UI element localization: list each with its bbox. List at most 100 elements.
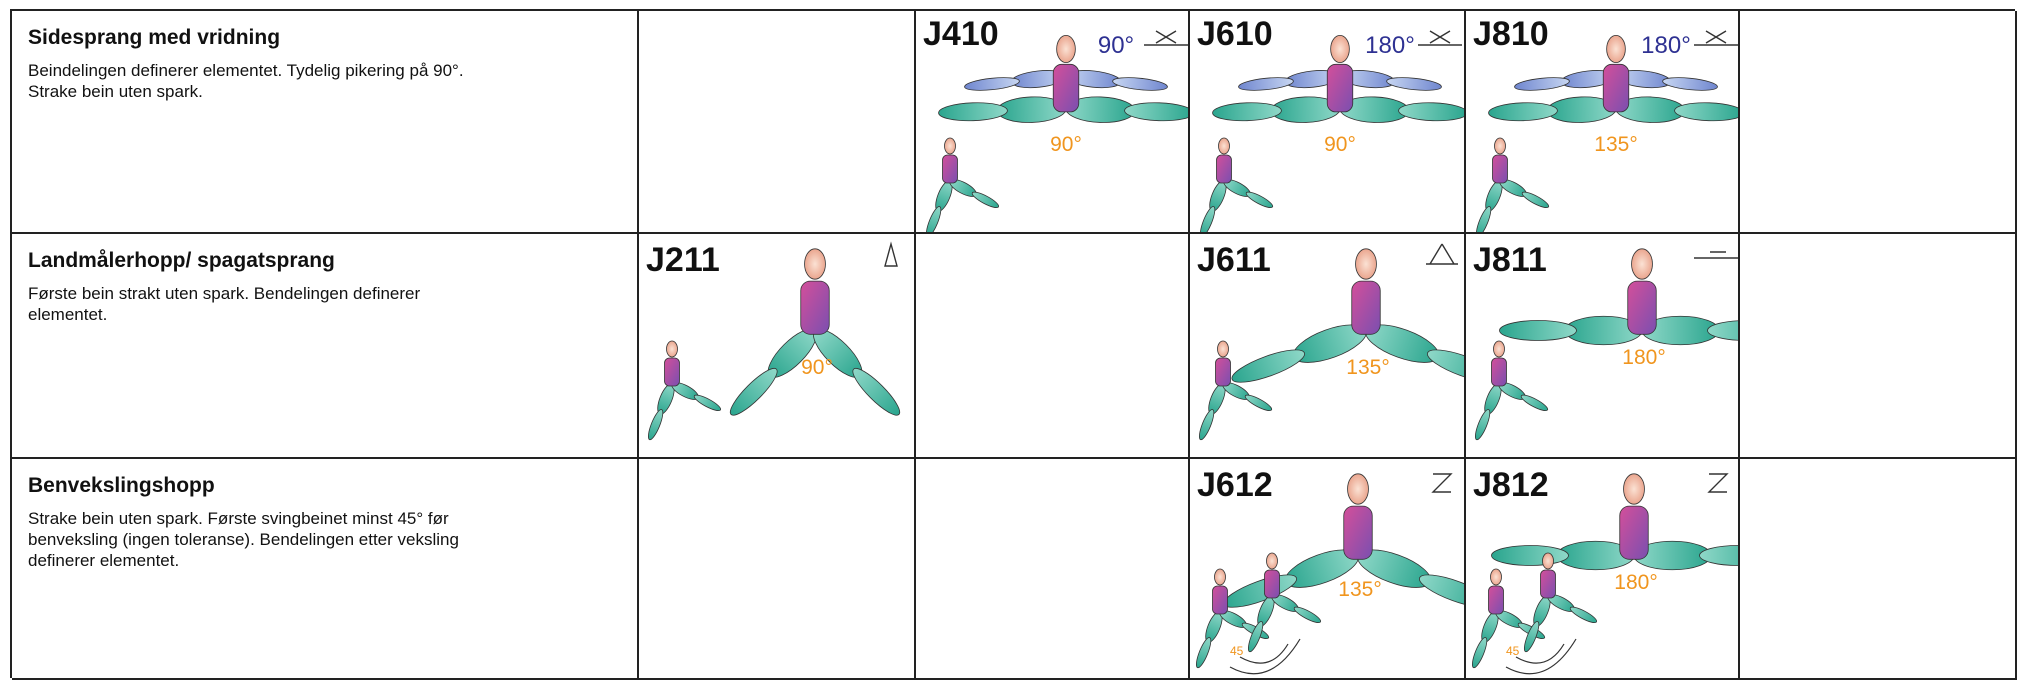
shape xyxy=(1619,505,1649,560)
split-angle: 90° xyxy=(1050,133,1082,156)
shape xyxy=(1606,34,1626,64)
shape xyxy=(800,280,830,335)
shape xyxy=(1493,340,1505,358)
shape xyxy=(693,394,722,412)
split-angle: 90° xyxy=(801,356,833,379)
shape xyxy=(1491,357,1507,387)
shape xyxy=(1231,349,1305,383)
description-cell: Sidesprang med vridning Beindelingen defi… xyxy=(12,11,639,234)
shape xyxy=(1514,77,1570,91)
description-line: Første bein strakt uten spark. Bendeling… xyxy=(28,284,421,303)
shape xyxy=(1216,154,1232,184)
shape xyxy=(1427,349,1464,383)
description-line: Strake bein uten spark. Første svingbein… xyxy=(28,509,449,528)
swing-arrow xyxy=(1515,643,1565,664)
shape xyxy=(1674,102,1738,122)
split-angle: 135° xyxy=(1594,133,1637,156)
shape xyxy=(1398,102,1464,122)
swing-angle: 45 xyxy=(1230,644,1244,658)
shape xyxy=(1212,102,1282,122)
shape xyxy=(1475,206,1492,232)
split-angle: 135° xyxy=(1346,356,1389,379)
symbol xyxy=(1694,251,1738,259)
shape xyxy=(964,77,1020,91)
shape xyxy=(1343,505,1373,560)
shape xyxy=(942,154,958,184)
shape xyxy=(1217,340,1229,358)
element-cell: 135° J611 xyxy=(1190,234,1466,459)
element-cell xyxy=(916,234,1190,459)
shape xyxy=(1699,545,1738,566)
shape xyxy=(1627,280,1657,335)
element-cell: 90° J211 xyxy=(639,234,916,459)
shape xyxy=(1490,568,1502,586)
shape xyxy=(1474,409,1491,441)
element-table: Sidesprang med vridning Beindelingen defi… xyxy=(10,9,2017,680)
shape xyxy=(1351,280,1381,335)
element-cell: 90° 180° J610 xyxy=(1190,11,1466,234)
symbol xyxy=(884,241,898,267)
element-figure: 90° J211 xyxy=(646,241,901,441)
shape xyxy=(1419,574,1464,608)
element-figure: 90° 180° J610 xyxy=(1197,15,1464,232)
split-angle: 90° xyxy=(1324,133,1356,156)
shape xyxy=(1386,77,1442,91)
shape xyxy=(1491,545,1569,566)
element-code: J812 xyxy=(1473,466,1549,504)
turn-angle: 180° xyxy=(1365,32,1415,59)
shape xyxy=(1199,206,1216,232)
symbol xyxy=(1694,30,1738,46)
element-figure: 180° J811 xyxy=(1473,241,1738,441)
shape xyxy=(729,367,778,416)
shape xyxy=(1494,137,1506,155)
shape xyxy=(804,248,826,280)
shape xyxy=(647,409,664,441)
symbol xyxy=(1707,473,1729,493)
shape xyxy=(1266,552,1278,570)
shape xyxy=(925,206,942,232)
element-cell: 180° J811 xyxy=(1466,234,1740,459)
shape xyxy=(1355,248,1377,280)
element-cell xyxy=(1740,234,2017,459)
shape xyxy=(1499,320,1577,341)
shape xyxy=(1245,191,1274,209)
swing-arrow xyxy=(1239,643,1289,664)
shape xyxy=(1623,473,1645,505)
symbol xyxy=(1431,473,1453,493)
split-angle: 135° xyxy=(1338,578,1381,601)
description-line: definerer elementet. xyxy=(28,551,180,570)
shape xyxy=(1247,621,1264,653)
shape xyxy=(1214,568,1226,586)
element-figure: 90° 90° J410 xyxy=(923,15,1188,232)
element-figure: 135° 45 J612 xyxy=(1195,466,1464,675)
shape xyxy=(1195,637,1212,669)
shape xyxy=(1521,191,1550,209)
swing-angle: 45 xyxy=(1506,644,1520,658)
element-code: J611 xyxy=(1197,241,1271,279)
shape xyxy=(1052,63,1080,113)
shape xyxy=(1631,248,1653,280)
element-code: J810 xyxy=(1473,15,1549,53)
element-cell: 90° 90° J410 xyxy=(916,11,1190,234)
symbol xyxy=(1144,30,1188,46)
split-angle: 180° xyxy=(1614,571,1657,594)
element-figure: 135° J611 xyxy=(1197,241,1464,441)
description-line: elementet. xyxy=(28,305,108,324)
shape xyxy=(1492,154,1508,184)
element-cell xyxy=(916,459,1190,680)
shape xyxy=(1520,394,1549,412)
shape xyxy=(1212,585,1228,615)
swing-arrow xyxy=(1229,638,1301,675)
shape xyxy=(1662,77,1718,91)
shape xyxy=(971,191,1000,209)
shape xyxy=(1523,621,1540,653)
row-title: Sidesprang med vridning xyxy=(28,26,281,49)
element-code: J211 xyxy=(646,241,720,279)
element-code: J410 xyxy=(923,15,999,53)
shape xyxy=(1330,34,1350,64)
symbol xyxy=(1426,243,1458,265)
turn-angle: 180° xyxy=(1641,32,1691,59)
symbol xyxy=(1418,30,1462,46)
shape xyxy=(944,137,956,155)
